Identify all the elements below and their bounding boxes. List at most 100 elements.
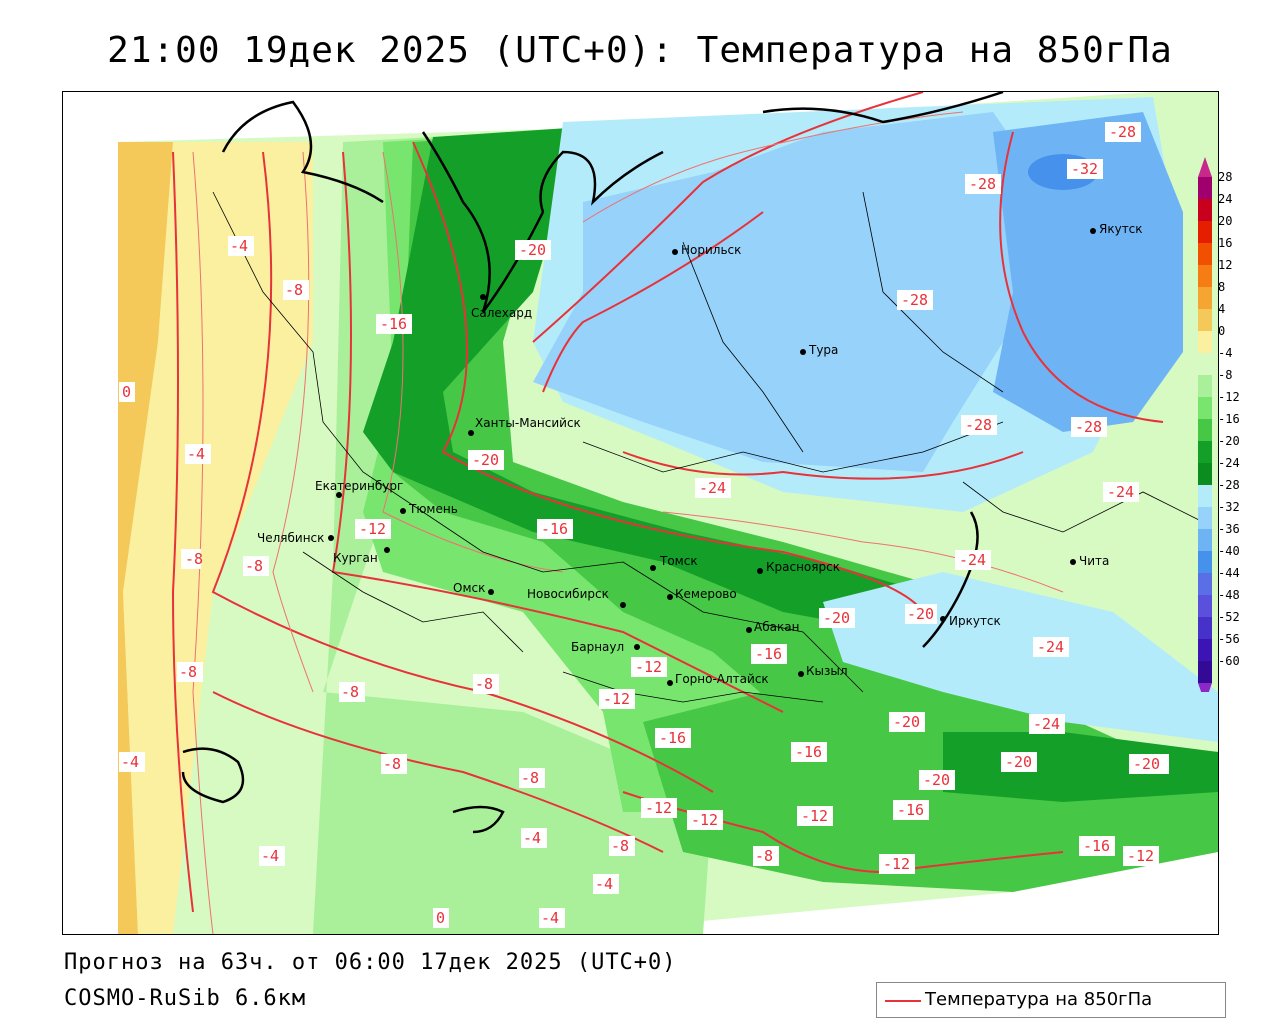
border-2: [582, 421, 1004, 473]
iso-label: -16: [376, 314, 412, 334]
iso-label: -24: [1033, 637, 1069, 657]
isotherm-thin-lines: [192, 111, 1064, 934]
colorbar-box: [1198, 595, 1212, 617]
iso-label-text: -20: [472, 451, 499, 469]
iso-label: -32: [1067, 159, 1103, 179]
iso-label: -24: [1029, 714, 1065, 734]
temperature-map: Норильск Якутск Салехард Тура Ханты-Манс…: [62, 91, 1219, 935]
iso-label-text: -8: [341, 683, 359, 701]
iso-label: -4: [228, 236, 254, 256]
colorbar-box: [1198, 573, 1212, 595]
city-marker: [634, 644, 640, 650]
map-canvas: Норильск Якутск Салехард Тура Ханты-Манс…: [63, 92, 1218, 934]
city-label: Барнаул: [571, 640, 624, 654]
iso-label-text: -12: [635, 658, 662, 676]
city-tomsk: Томск: [650, 554, 698, 571]
iso-label-text: -12: [883, 855, 910, 873]
colorbar-box: [1198, 617, 1212, 639]
iso-label: -8: [753, 846, 779, 866]
iso-label: -4: [593, 874, 619, 894]
isotherm-thin-5: [662, 511, 1064, 593]
iso-label-text: -28: [901, 291, 928, 309]
iso-label: -20: [905, 604, 937, 624]
city-marker: [468, 430, 474, 436]
city-marker: [746, 627, 752, 633]
colorbar-box: [1198, 331, 1212, 353]
iso-label-text: -24: [959, 551, 986, 569]
iso-label: -4: [259, 846, 285, 866]
iso-label-text: -8: [285, 281, 303, 299]
iso-label-text: -16: [1083, 837, 1110, 855]
city-label: Кемерово: [675, 587, 737, 601]
iso-label: -24: [1103, 482, 1139, 502]
coast-caspian: [181, 747, 245, 804]
iso-label-text: -8: [245, 557, 263, 575]
iso-label-text: -8: [611, 837, 629, 855]
iso-label: -8: [283, 280, 309, 300]
iso-label-text: -20: [823, 609, 850, 627]
iso-label: -20: [515, 240, 551, 260]
city-marker: [400, 508, 406, 514]
iso-label: 0: [433, 908, 449, 928]
colorbar-box: [1198, 353, 1212, 375]
city-label: Курган: [333, 551, 378, 565]
colorbar-box: [1198, 265, 1212, 287]
iso-label-text: -20: [923, 771, 950, 789]
iso-label-text: -32: [1071, 160, 1098, 178]
city-marker: [1090, 228, 1096, 234]
colorbar-label: 4: [1218, 302, 1225, 316]
city-novosibirsk: Новосибирск: [527, 587, 626, 608]
iso-label-text: -16: [541, 520, 568, 538]
city-label: Иркутск: [949, 614, 1001, 628]
iso-label-text: -28: [1075, 418, 1102, 436]
isotherm-minus12: [211, 151, 714, 793]
city-omsk: Омск: [453, 581, 494, 595]
iso-label-text: -24: [1033, 715, 1060, 733]
iso-label: 0: [119, 382, 135, 402]
iso-label-text: -4: [595, 875, 613, 893]
iso-label-text: -28: [1109, 123, 1136, 141]
iso-label-text: -20: [1005, 753, 1032, 771]
city-yekaterinburg: Екатеринбург: [315, 479, 403, 498]
iso-label-text: -16: [659, 729, 686, 747]
city-label: Якутск: [1099, 222, 1143, 236]
iso-label-text: -16: [897, 801, 924, 819]
admin-borders: [212, 191, 1204, 703]
colorbar-box: [1198, 243, 1212, 265]
city-label: Красноярск: [766, 560, 840, 574]
iso-label: -12: [355, 519, 391, 539]
border-5: [962, 481, 1204, 533]
iso-label-text: -8: [521, 769, 539, 787]
city-label: Чита: [1079, 554, 1109, 568]
colorbar: 28 24 20 16 12 8 4 0 -4 -8 -12 -16 -20 -24 -28 -32 -36 -4…: [1198, 157, 1240, 692]
city-krasnoyarsk: Красноярск: [757, 560, 840, 574]
iso-label: -12: [1123, 846, 1159, 866]
isotherm-minus20: [412, 141, 924, 613]
border-6: [302, 551, 524, 653]
colorbar-label: 24: [1218, 192, 1232, 206]
city-marker: [667, 594, 673, 600]
isotherm-minus4: [171, 151, 194, 913]
iso-label: -8: [243, 556, 269, 576]
border-7: [562, 671, 824, 703]
colorbar-box: [1198, 199, 1212, 221]
iso-label-text: -4: [523, 829, 541, 847]
iso-label: -20: [1129, 754, 1169, 774]
city-kurgan: Курган: [333, 547, 390, 565]
city-label: Тура: [808, 343, 838, 357]
colorbar-label: 0: [1218, 324, 1225, 338]
iso-label-text: -4: [541, 909, 559, 927]
iso-label-text: -12: [691, 811, 718, 829]
city-kemerovo: Кемерово: [667, 587, 737, 601]
isotherm-minus16: [331, 151, 784, 713]
iso-label: -28: [1071, 417, 1107, 437]
coast-yamal: [421, 131, 545, 313]
iso-label: -20: [919, 770, 955, 790]
colorbar-bottom-arrow: [1198, 683, 1212, 692]
colorbar-box: [1198, 287, 1212, 309]
model-info: COSMO-RuSib 6.6км: [64, 986, 307, 1011]
field-minus28: [533, 112, 1063, 472]
iso-label-text: -4: [230, 237, 248, 255]
iso-label-text: -4: [121, 753, 139, 771]
iso-label: -16: [655, 728, 691, 748]
